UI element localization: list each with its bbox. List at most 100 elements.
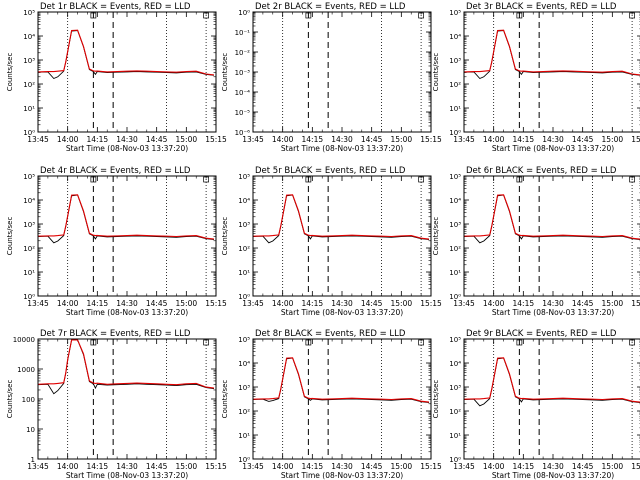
x-axis-label: Start Time (08-Nov-03 13:37:20) bbox=[281, 144, 403, 153]
x-tick-label: 13:45 bbox=[242, 462, 264, 471]
x-tick-label: 15:15 bbox=[420, 462, 442, 471]
flag-marker bbox=[203, 339, 209, 346]
x-tick-label: 15:00 bbox=[391, 135, 413, 144]
x-tick-label: 13:45 bbox=[242, 299, 264, 308]
y-tick-label: 10⁰ bbox=[449, 456, 461, 464]
y-tick-label: 10⁴ bbox=[238, 197, 250, 205]
x-axis-label: Start Time (08-Nov-03 13:37:20) bbox=[66, 471, 188, 480]
y-tick-label: 10² bbox=[23, 245, 35, 253]
x-tick-label: 15:15 bbox=[631, 462, 640, 471]
x-tick-label: 13:45 bbox=[27, 299, 49, 308]
y-tick-label: 10⁴ bbox=[23, 197, 35, 205]
y-tick-label: 10⁻⁶ bbox=[235, 129, 251, 137]
x-tick-label: 13:45 bbox=[27, 135, 49, 144]
x-tick-label: 14:45 bbox=[361, 462, 383, 471]
x-tick-label: 15:15 bbox=[205, 462, 227, 471]
x-tick-label: 14:00 bbox=[57, 135, 79, 144]
y-tick-label: 10¹ bbox=[23, 269, 35, 277]
plot-frame bbox=[463, 175, 640, 297]
plot-frame bbox=[252, 338, 432, 460]
y-tick-label: 10³ bbox=[238, 221, 250, 229]
y-tick-label: 10⁴ bbox=[449, 197, 461, 205]
series-lld-line bbox=[37, 339, 215, 389]
panel-det-7: Det 7r BLACK = Events, RED = LLD Counts/s… bbox=[6, 329, 227, 480]
y-tick-label: 10² bbox=[449, 81, 461, 89]
flag-marker bbox=[90, 339, 97, 346]
x-tick-label: 14:30 bbox=[542, 462, 564, 471]
x-tick-label: 15:00 bbox=[176, 135, 198, 144]
y-tick-label: 10¹ bbox=[449, 269, 461, 277]
series-events-line bbox=[37, 339, 215, 395]
x-tick-label: 14:15 bbox=[302, 135, 324, 144]
plot-frame bbox=[463, 338, 640, 460]
x-tick-label: 14:45 bbox=[146, 462, 168, 471]
y-tick-label: 10² bbox=[449, 245, 461, 253]
y-tick-label: 10⁰ bbox=[23, 129, 35, 137]
x-tick-label: 14:30 bbox=[542, 299, 564, 308]
x-tick-label: 14:30 bbox=[331, 135, 353, 144]
panel-title: Det 1r BLACK = Events, RED = LLD bbox=[40, 2, 191, 12]
y-tick-label: 10² bbox=[238, 245, 250, 253]
x-tick-label: 14:00 bbox=[272, 135, 294, 144]
y-tick-label: 10⁰ bbox=[23, 293, 35, 301]
panel-det-8: Det 8r BLACK = Events, RED = LLD Counts/s… bbox=[221, 329, 442, 480]
y-tick-label: 10¹ bbox=[23, 105, 35, 113]
x-tick-label: 15:15 bbox=[631, 135, 640, 144]
x-tick-label: 14:45 bbox=[146, 135, 168, 144]
x-axis-label: Start Time (08-Nov-03 13:37:20) bbox=[281, 471, 403, 480]
x-tick-label: 14:00 bbox=[272, 299, 294, 308]
x-tick-label: 15:00 bbox=[602, 135, 624, 144]
y-axis-label: Counts/sec bbox=[6, 53, 14, 92]
x-tick-label: 15:00 bbox=[176, 299, 198, 308]
series-lld-line bbox=[463, 357, 640, 403]
x-tick-label: 14:00 bbox=[272, 462, 294, 471]
y-axis-label: Counts/sec bbox=[221, 380, 229, 419]
y-tick-label: 10⁵ bbox=[23, 9, 35, 17]
y-tick-label: 10⁵ bbox=[449, 173, 461, 181]
y-tick-label: 10⁰ bbox=[449, 293, 461, 301]
y-axis-label: Counts/sec bbox=[221, 217, 229, 256]
x-tick-label: 13:45 bbox=[242, 135, 264, 144]
y-axis-label: Counts/sec bbox=[221, 53, 229, 92]
x-tick-label: 13:45 bbox=[27, 462, 49, 471]
y-tick-label: 1 bbox=[31, 456, 35, 464]
panel-title: Det 7r BLACK = Events, RED = LLD bbox=[40, 329, 191, 339]
y-tick-label: 10⁵ bbox=[238, 173, 250, 181]
y-tick-label: 10⁴ bbox=[23, 33, 35, 41]
y-axis-label: Counts/sec bbox=[432, 380, 440, 419]
x-tick-label: 15:00 bbox=[176, 462, 198, 471]
flag-marker bbox=[418, 176, 424, 183]
plot-frame bbox=[463, 11, 640, 133]
x-tick-label: 14:45 bbox=[572, 462, 594, 471]
y-axis-label: Counts/sec bbox=[6, 380, 14, 419]
panel-det-2: Det 2r BLACK = Events, RED = LLD Counts/s… bbox=[221, 2, 442, 153]
x-tick-label: 15:15 bbox=[420, 135, 442, 144]
panel-det-9: Det 9r BLACK = Events, RED = LLD Counts/s… bbox=[432, 329, 640, 480]
series-lld-line bbox=[37, 29, 215, 76]
y-tick-label: 10⁵ bbox=[449, 9, 461, 17]
flag-marker bbox=[629, 339, 635, 346]
x-tick-label: 14:30 bbox=[116, 299, 138, 308]
x-tick-label: 14:30 bbox=[542, 135, 564, 144]
flag-marker bbox=[418, 12, 424, 19]
y-tick-label: 10⁴ bbox=[449, 360, 461, 368]
flag-marker bbox=[90, 12, 97, 19]
x-tick-label: 14:45 bbox=[146, 299, 168, 308]
x-tick-label: 15:00 bbox=[391, 299, 413, 308]
y-tick-label: 10 bbox=[26, 426, 35, 434]
y-tick-label: 10³ bbox=[23, 57, 35, 65]
y-tick-label: 10¹ bbox=[238, 269, 250, 277]
x-axis-label: Start Time (08-Nov-03 13:37:20) bbox=[492, 471, 614, 480]
x-tick-label: 14:15 bbox=[87, 462, 109, 471]
x-tick-label: 15:00 bbox=[391, 462, 413, 471]
panel-title: Det 5r BLACK = Events, RED = LLD bbox=[255, 166, 406, 176]
y-tick-label: 10³ bbox=[238, 384, 250, 392]
y-tick-label: 10³ bbox=[23, 221, 35, 229]
y-tick-label: 10⁻⁴ bbox=[235, 89, 251, 97]
y-tick-label: 10³ bbox=[449, 221, 461, 229]
series-lld-line bbox=[463, 194, 640, 240]
flag-marker bbox=[516, 176, 523, 183]
x-tick-label: 15:15 bbox=[205, 299, 227, 308]
x-tick-label: 14:45 bbox=[572, 135, 594, 144]
flag-marker bbox=[203, 12, 209, 19]
